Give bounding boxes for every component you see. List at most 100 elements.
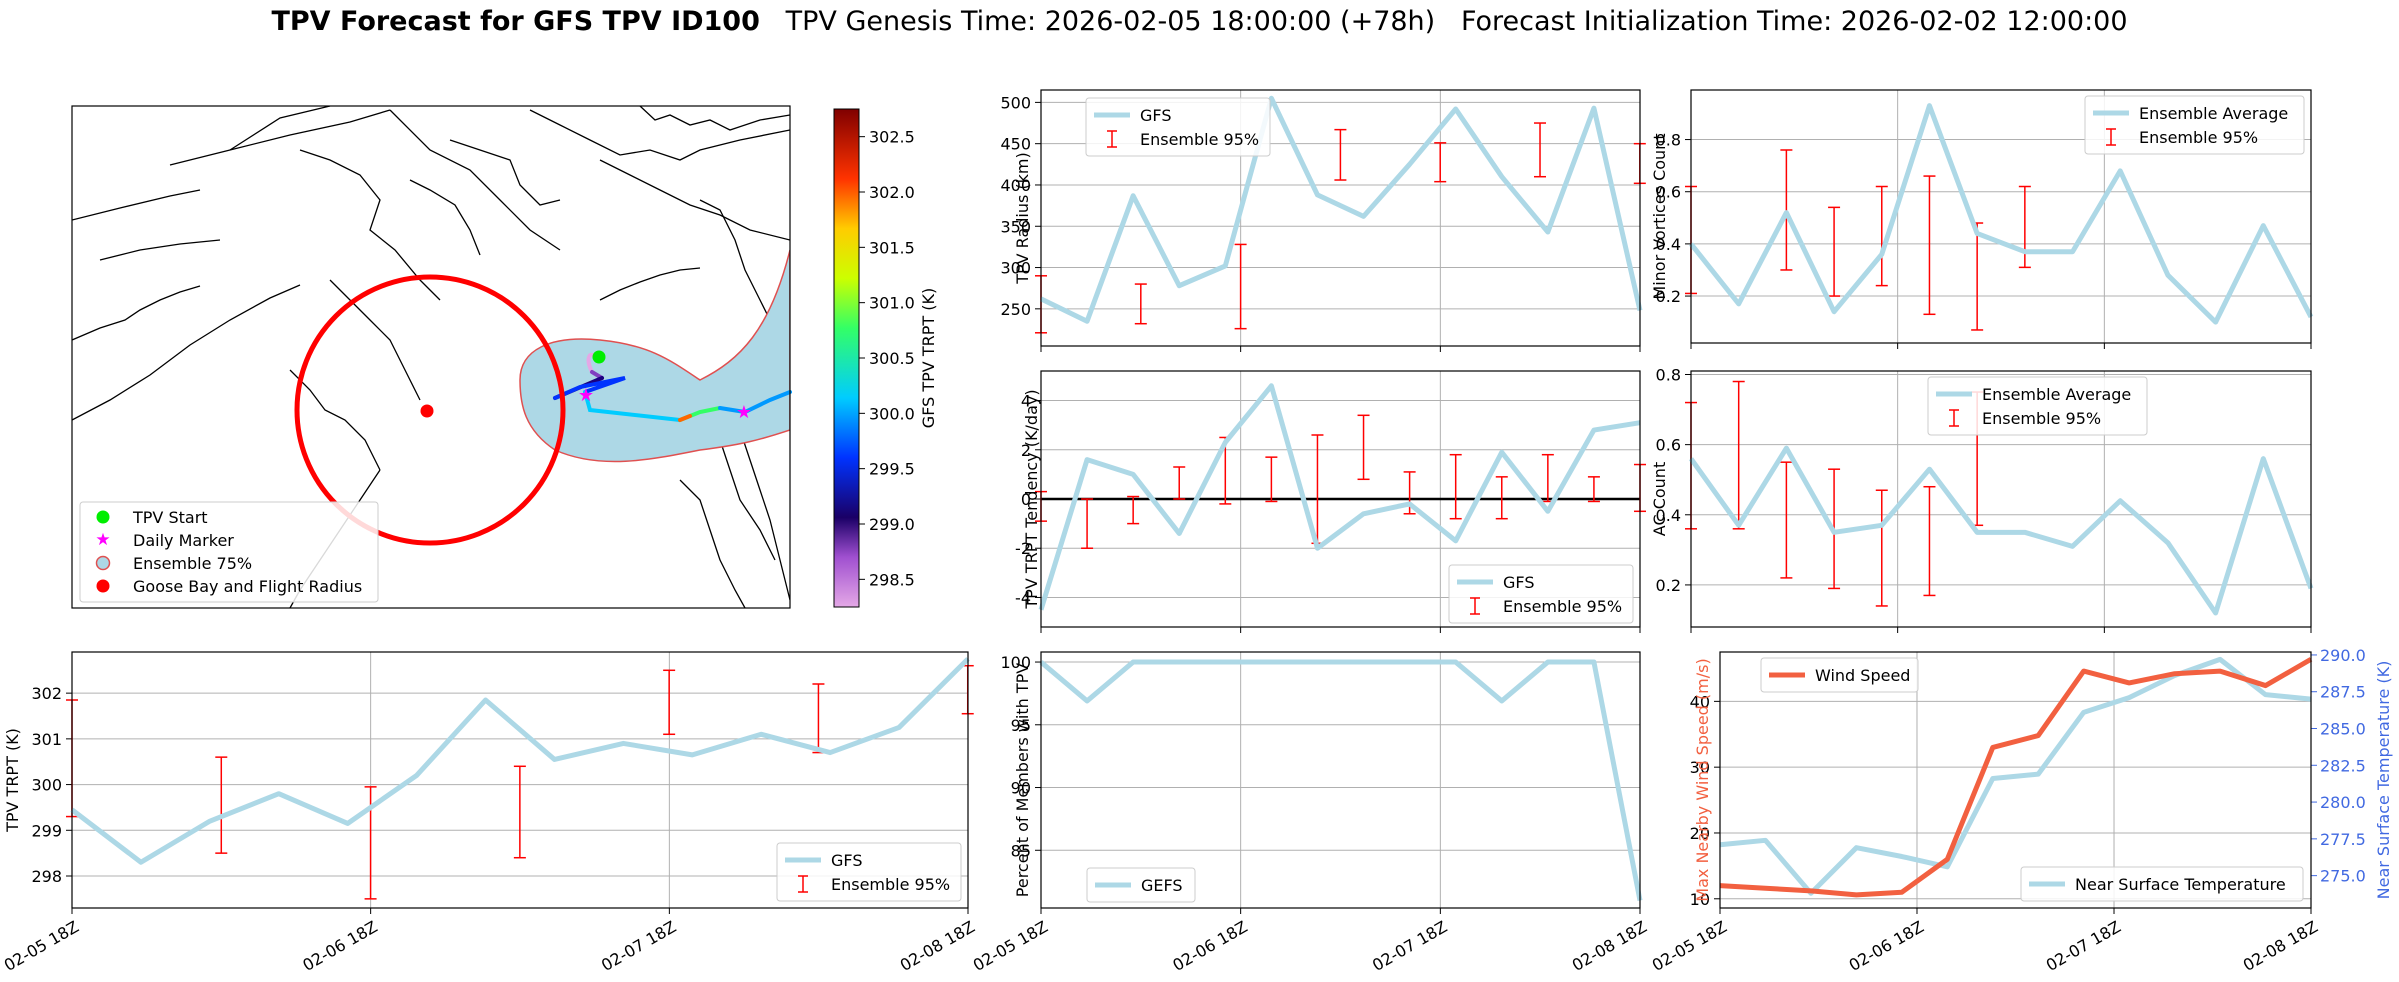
colorbar-tick-label: 302.5 <box>869 128 915 147</box>
y2-tick-label: 277.5 <box>2320 830 2366 849</box>
y-tick-label: 300 <box>31 776 62 795</box>
y-tick-label: 298 <box>31 867 62 886</box>
y-tick-label: 4 <box>1021 392 1031 411</box>
legend-label: Ensemble 95% <box>831 875 950 894</box>
title-genesis: TPV Genesis Time: 2026-02-05 18:00:00 (+… <box>785 6 1436 37</box>
y-tick-label: -4 <box>1015 588 1031 607</box>
y-tick-label: 302 <box>31 684 62 703</box>
colorbar-tick-label: 299.5 <box>869 460 915 479</box>
y-axis-label: Percent of Members with TPV <box>1013 663 1032 897</box>
daily-marker: ★ <box>578 385 594 406</box>
x-tick-label: 02-05 18Z <box>1649 917 1730 975</box>
wind-line <box>1719 657 2313 898</box>
y-tick-label: 299 <box>31 821 62 840</box>
y-tick-label: 301 <box>31 730 62 749</box>
axes-frame <box>1040 370 1641 628</box>
colorbar-tick-label: 301.5 <box>869 238 915 257</box>
colorbar-label: GFS TPV TRPT (K) <box>919 288 938 428</box>
colorbar-tick-label: 301.0 <box>869 294 915 313</box>
y-tick-label: -2 <box>1015 539 1031 558</box>
colorbar-ticks: 298.5 299.0 299.5 300.0 300.5 301.0 301.5 302.0… <box>859 128 915 589</box>
series-line <box>1688 445 2314 616</box>
y2-tick-label: 285.0 <box>2320 720 2366 739</box>
y-tick-label: 300 <box>1000 259 1031 278</box>
temperature-line <box>1719 656 2312 896</box>
y-tick-label: 500 <box>1000 93 1031 112</box>
legend-box <box>2084 95 2305 155</box>
map-panel: ★ ★ TPV Start ★ Daily Marker Ensemble 75… <box>71 105 792 609</box>
y-tick-label: 0.6 <box>1656 183 1681 202</box>
colorbar-tick-label: 300.0 <box>869 404 915 423</box>
y-axis-label: TPV TRPT (K) <box>3 728 22 833</box>
y2-tick-label: 280.0 <box>2320 793 2366 812</box>
x-tick-label: 02-05 18Z <box>970 917 1051 975</box>
y-tick-label: 85 <box>1011 841 1031 860</box>
legend-box <box>776 842 962 902</box>
legend-label: GFS <box>1503 573 1534 592</box>
x-tick-label: 02-08 18Z <box>897 917 978 975</box>
y-tick-label: 95 <box>1011 716 1031 735</box>
y2-tick-label: 287.5 <box>2320 683 2366 702</box>
y2-tick-label: 290.0 <box>2320 646 2366 665</box>
axes-frame <box>1040 89 1641 347</box>
colorbar: 298.5 299.0 299.5 300.0 300.5 301.0 301.5 302.0… <box>833 108 938 608</box>
y-tick-label: 450 <box>1000 135 1031 154</box>
radius-chart: 250 300 350 400 450 500 TPV Radius (km) GFS Ense… <box>1000 89 1646 352</box>
legend-label: Ensemble 95% <box>2139 128 2258 147</box>
x-tick-label: 02-08 18Z <box>2240 917 2321 975</box>
y-tick-label: 90 <box>1011 779 1031 798</box>
svg-text:★: ★ <box>95 530 110 550</box>
y-tick-label: 40 <box>1690 692 1710 711</box>
daily-marker: ★ <box>736 402 752 423</box>
flight-radius-circle <box>294 274 566 546</box>
legend-daily-marker: Daily Marker <box>133 531 234 550</box>
y-tick-label: 0.8 <box>1656 366 1681 385</box>
x-tick-label: 02-06 18Z <box>1169 917 1250 975</box>
legend-label: Near Surface Temperature <box>2075 875 2286 894</box>
wind-temperature-chart: 10 20 30 40 275.0 277.5 280.0 282.5 285.0 287.5 29… <box>1649 646 2393 975</box>
legend-label: Ensemble 95% <box>1140 130 1259 149</box>
series-line <box>1039 659 1643 901</box>
x-tick-label: 02-07 18Z <box>1369 917 1450 975</box>
y2-tick-label: 275.0 <box>2320 867 2366 886</box>
y-tick-label: 0.4 <box>1656 235 1681 254</box>
y-axis-label: Minor Vortices Count <box>1650 133 1669 299</box>
axes-frame <box>1690 89 2312 344</box>
y-tick-label: 400 <box>1000 176 1031 195</box>
y-tick-label: 0.6 <box>1656 436 1681 455</box>
goose-bay-marker <box>420 404 434 418</box>
x-tick-label: 02-05 18Z <box>1 917 82 975</box>
legend-label: Wind Speed <box>1815 666 1910 685</box>
axes-frame <box>1719 651 2312 909</box>
series-line <box>1689 103 2314 325</box>
y2-tick-label: 282.5 <box>2320 756 2366 775</box>
legend-goose-bay: Goose Bay and Flight Radius <box>133 577 362 596</box>
map-legend: TPV Start ★ Daily Marker Ensemble 75% Go… <box>79 501 379 603</box>
figure-title: TPV Forecast for GFS TPV ID100 TPV Genes… <box>0 6 2399 37</box>
colorbar-tick-label: 300.5 <box>869 349 915 368</box>
legend-box <box>1448 564 1634 624</box>
axes-frame <box>71 651 969 909</box>
legend-ensemble-75: Ensemble 75% <box>133 554 252 573</box>
colorbar-tick-label: 302.0 <box>869 183 915 202</box>
map-coastlines <box>72 106 790 608</box>
legend-box <box>1086 867 1196 903</box>
y-tick-label: 2 <box>1021 441 1031 460</box>
colorbar-tick-label: 299.0 <box>869 515 915 534</box>
y-axis-label: Max Nearby Wind Speed (m/s) <box>1693 658 1712 901</box>
legend-box <box>1760 657 1919 693</box>
axes-frame <box>1690 370 2312 628</box>
y-tick-label: 30 <box>1690 758 1710 777</box>
legend-label: Ensemble Average <box>1982 385 2131 404</box>
y-tick-label: 250 <box>1000 300 1031 319</box>
y-tick-label: 10 <box>1690 890 1710 909</box>
y-tick-label: 350 <box>1000 217 1031 236</box>
x-tick-label: 02-08 18Z <box>1569 917 1650 975</box>
series-line <box>1039 95 1643 324</box>
trpt-chart: 298 299 300 301 302 TPV TRPT (K) 02-05 18Z 02-0… <box>1 651 978 975</box>
legend-label: GFS <box>831 851 862 870</box>
y-tick-label: 100 <box>1000 653 1031 672</box>
legend-box <box>1927 376 2148 436</box>
